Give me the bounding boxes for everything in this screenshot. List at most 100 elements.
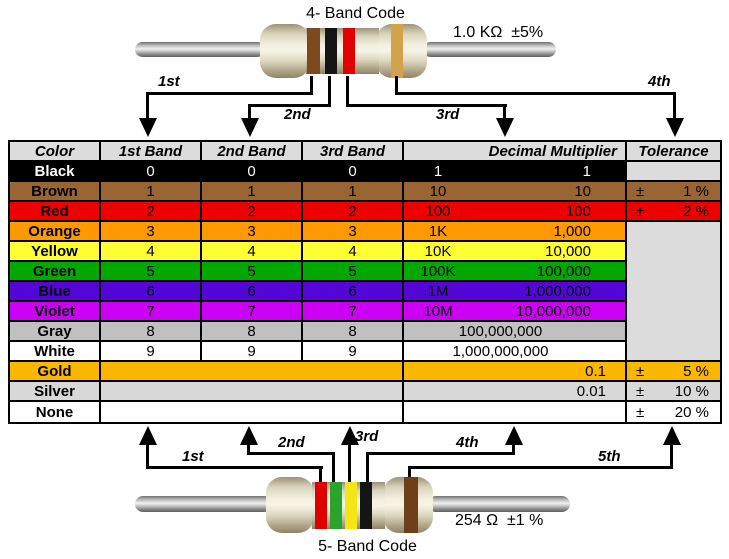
arrowhead-down-icon [666,118,684,137]
cell-decimal-multiplier: 100,000,000 [402,322,625,342]
arrow-line [319,466,322,483]
header-2nd-band: 2nd Band [200,142,301,162]
arrow-line [395,76,398,94]
arrowhead-up-icon [341,426,359,445]
five-band-value: 254 Ω ±1 % [455,512,544,529]
resistor-band-brown-dark [404,477,418,533]
cell-tolerance [625,222,720,242]
arrow-label-2nd: 2nd [278,434,305,451]
cell-band-1: 0 [99,162,200,182]
cell-band-1: 5 [99,262,200,282]
header-color: Color [10,142,99,162]
arrow-label-4th: 4th [456,434,479,451]
arrow-line [346,76,349,107]
header-tolerance: Tolerance [625,142,720,162]
cell-color-name: Green [10,262,99,282]
resistor-band-green [330,482,342,529]
cell-band-2: 7 [200,302,301,322]
arrow-line [146,93,149,120]
resistor-band-brown [307,28,320,74]
cell-band-3: 1 [301,182,402,202]
resistor-band-gold [391,24,403,78]
arrow-line [247,443,250,455]
table-row-red: Red 2 2 2 100 100 ±2 % [10,202,720,222]
arrow-line [346,104,507,107]
cell-decimal-multiplier: 100K 100,000 [402,262,625,282]
arrow-line [670,443,673,469]
cell-tolerance: ±1 % [625,182,720,202]
cell-band-3: 2 [301,202,402,222]
cell-band-3: 4 [301,242,402,262]
cell-decimal-multiplier: 1,000,000,000 [402,342,625,362]
table-row-blue: Blue 6 6 6 1M 1,000,000 [10,282,720,302]
cell-band-2: 5 [200,262,301,282]
resistor-band-red [343,28,355,74]
cell-band-3: 0 [301,162,402,182]
cell-tolerance: ±20 % [625,402,720,422]
arrow-line [328,76,331,107]
cell-band-2: 1 [200,182,301,202]
cell-band-3: 7 [301,302,402,322]
resistor-lead-right [428,496,570,512]
cell-color-name: Orange [10,222,99,242]
cell-color-name: Blue [10,282,99,302]
table-row-orange: Orange 3 3 3 1K 1,000 [10,222,720,242]
table-row-green: Green 5 5 5 100K 100,000 [10,262,720,282]
cell-band-1: 8 [99,322,200,342]
cell-band-2: 6 [200,282,301,302]
cell-band-3: 5 [301,262,402,282]
arrow-line [673,93,676,120]
arrow-label-1st: 1st [182,448,204,465]
cell-band-1: 4 [99,242,200,262]
table-row-gold: Gold 0.1 ±5 % [10,362,720,382]
color-code-table: Color 1st Band 2nd Band 3rd Band Decimal… [8,140,722,424]
arrow-line [408,466,411,480]
resistor-lead-right [423,42,556,57]
cell-decimal-multiplier: 10K 10,000 [402,242,625,262]
arrow-label-2nd: 2nd [284,106,311,123]
cell-band-3: 8 [301,322,402,342]
arrow-line [248,105,251,121]
table-row-yellow: Yellow 4 4 4 10K 10,000 [10,242,720,262]
cell-decimal-multiplier: 0.1 [402,362,625,382]
cell-tolerance: ±10 % [625,382,720,402]
cell-band-1: 2 [99,202,200,222]
arrowhead-up-icon [663,426,681,445]
table-header-row: Color 1st Band 2nd Band 3rd Band Decimal… [10,142,720,162]
cell-band-2: 0 [200,162,301,182]
cell-decimal-multiplier [402,402,625,422]
arrow-line [503,105,506,121]
arrow-line [310,76,313,93]
arrow-label-3rd: 3rd [355,428,379,445]
resistor-band-red [315,482,327,529]
table-row-white: White 9 9 9 1,000,000,000 [10,342,720,362]
arrow-line [348,443,351,483]
cell-color-name: Gray [10,322,99,342]
arrow-line [395,92,676,95]
cell-band-1: 6 [99,282,200,302]
cell-band-1: 1 [99,182,200,202]
arrowhead-down-icon [241,118,259,137]
arrowhead-down-icon [496,118,514,137]
arrow-line [146,92,313,95]
cell-color-name: Gold [10,362,99,382]
arrow-label-5th: 5th [598,448,621,465]
cell-bands-merged [99,362,402,382]
cell-color-name: Yellow [10,242,99,262]
table-row-silver: Silver 0.01 ±10 % [10,382,720,402]
cell-color-name: Black [10,162,99,182]
table-row-gray: Gray 8 8 8 100,000,000 [10,322,720,342]
cell-band-3: 6 [301,282,402,302]
cell-tolerance: ±2 % [625,202,720,222]
cell-band-3: 9 [301,342,402,362]
header-1st-band: 1st Band [99,142,200,162]
cell-band-2: 2 [200,202,301,222]
cell-tolerance [625,322,720,342]
arrowhead-down-icon [139,118,157,137]
cell-decimal-multiplier: 10M 10,000,000 [402,302,625,322]
cell-decimal-multiplier: 1K 1,000 [402,222,625,242]
cell-decimal-multiplier: 100 100 [402,202,625,222]
cell-band-2: 4 [200,242,301,262]
cell-bands-merged [99,382,402,402]
